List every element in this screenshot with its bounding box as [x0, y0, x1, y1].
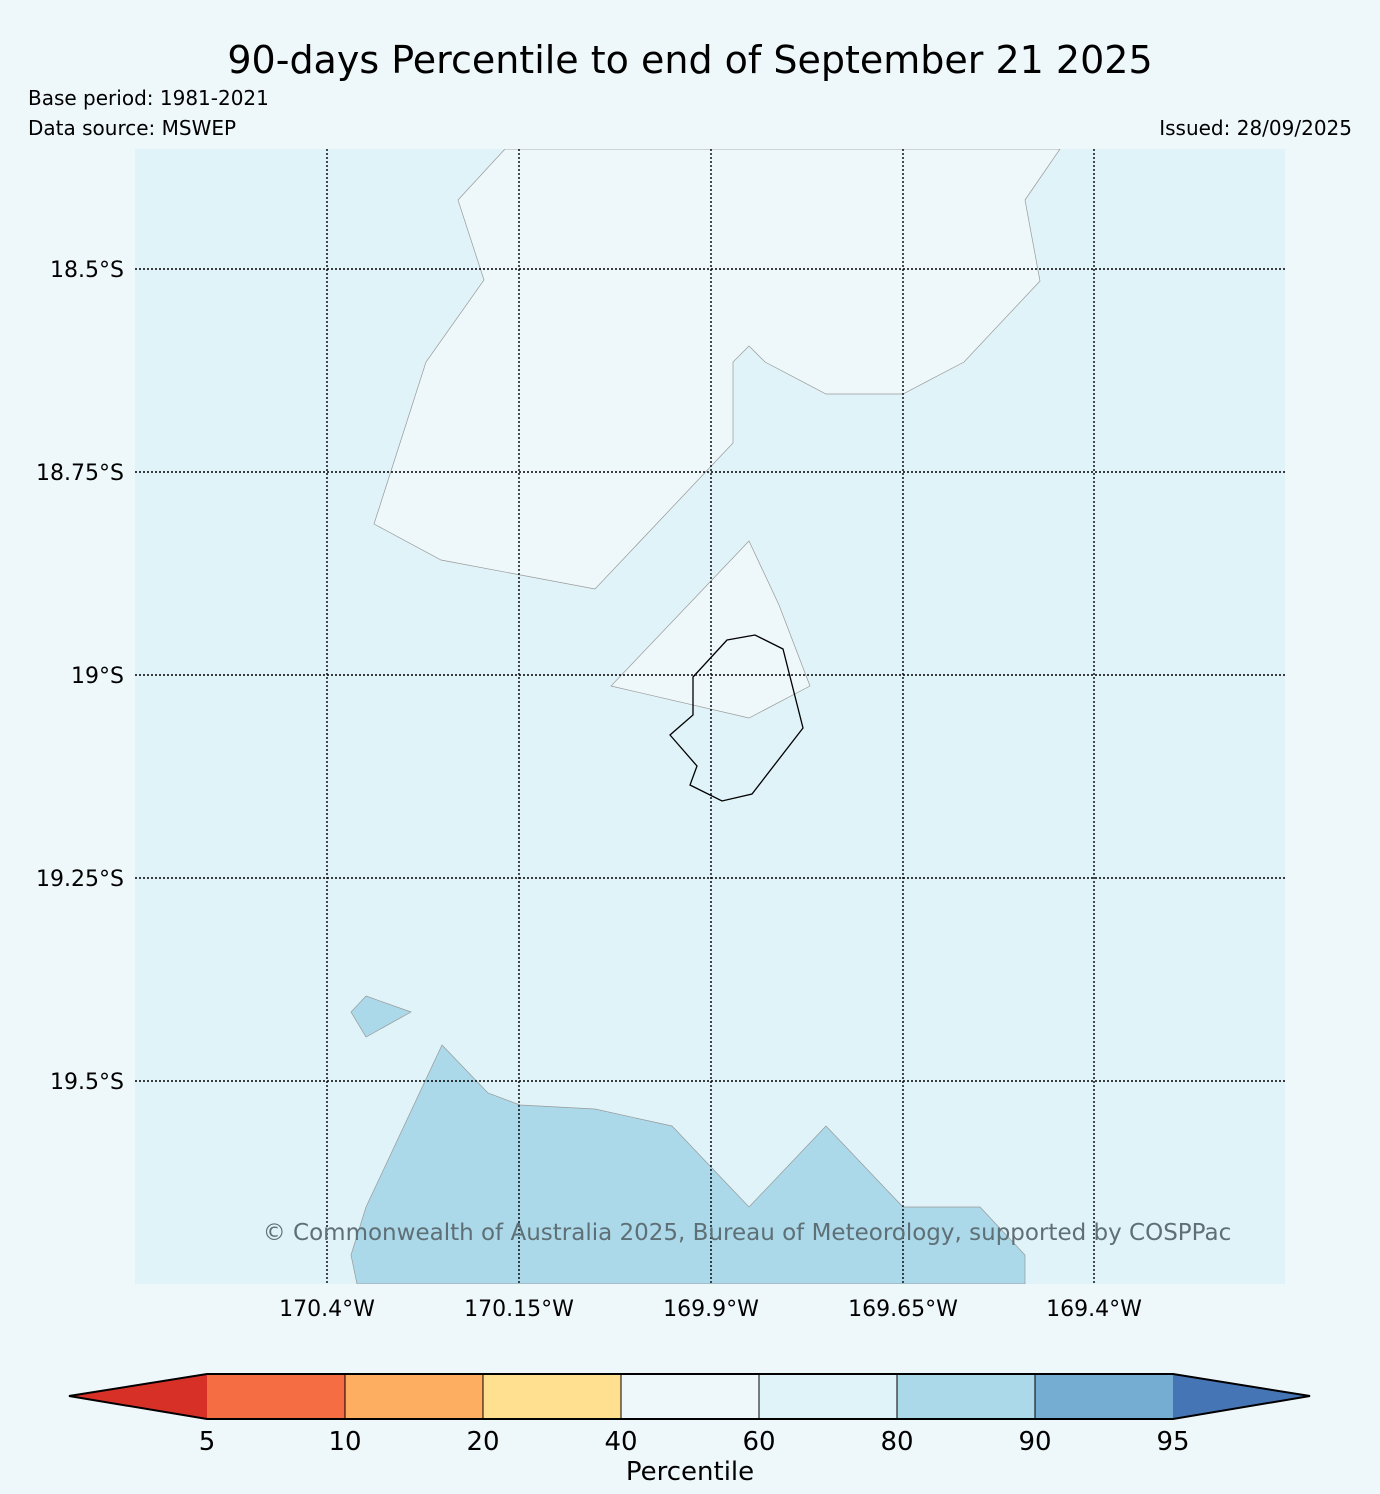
lon-label: 169.4°W [1046, 1297, 1142, 1322]
colorbar-tick-label: 95 [1156, 1427, 1189, 1457]
colorbar-dividers [344, 1374, 1036, 1419]
percentile-region-80-90-islet [350, 995, 412, 1038]
colorbar-segment [1035, 1374, 1173, 1419]
lon-axis-labels: 170.4°W 170.15°W 169.9°W 169.65°W 169.4°… [279, 1297, 1142, 1322]
lon-label: 169.65°W [848, 1297, 958, 1322]
colorbar-tick-label: 90 [1018, 1427, 1051, 1457]
island-coastline [669, 634, 804, 802]
colorbar-tick-label: 10 [328, 1427, 361, 1457]
lon-label: 170.15°W [464, 1297, 574, 1322]
percentile-region-40-60-north [373, 149, 1061, 590]
colorbar-tick-label: 20 [466, 1427, 499, 1457]
lat-label: 19°S [71, 664, 124, 689]
colorbar-outline [68, 1373, 1311, 1420]
map-title: 90-days Percentile to end of September 2… [227, 38, 1153, 82]
copyright-notice: © Commonwealth of Australia 2025, Bureau… [263, 1220, 1232, 1246]
colorbar-tick-label: 5 [199, 1427, 216, 1457]
lat-label: 19.5°S [50, 1070, 124, 1095]
gridlines [135, 149, 1285, 1284]
colorbar-title: Percentile [626, 1457, 754, 1487]
issued-date: Issued: 28/09/2025 [1159, 116, 1352, 140]
colorbar-segment [483, 1374, 621, 1419]
base-period: Base period: 1981-2021 [28, 86, 269, 110]
colorbar-tick-label: 60 [742, 1427, 775, 1457]
colorbar-extend-high [1173, 1374, 1310, 1419]
colorbar-segment [621, 1374, 759, 1419]
map-panel: © Commonwealth of Australia 2025, Bureau… [135, 149, 1285, 1284]
lon-label: 169.9°W [663, 1297, 759, 1322]
colorbar-segment [345, 1374, 483, 1419]
colorbar-segment [897, 1374, 1035, 1419]
data-source: Data source: MSWEP [28, 116, 237, 140]
colorbar-segment [207, 1374, 345, 1419]
colorbar-tick-label: 80 [880, 1427, 913, 1457]
lat-label: 18.5°S [50, 258, 124, 283]
lon-label: 170.4°W [279, 1297, 375, 1322]
lat-label: 19.25°S [36, 867, 124, 892]
lat-axis-labels: 18.5°S 18.75°S 19°S 19.25°S 19.5°S [36, 258, 124, 1095]
colorbar-tick-label: 40 [604, 1427, 637, 1457]
colorbar: 5 10 20 40 60 80 90 95 Percentile [68, 1373, 1311, 1487]
colorbar-segment [759, 1374, 897, 1419]
colorbar-extend-low [69, 1374, 207, 1419]
lat-label: 18.75°S [36, 461, 124, 486]
